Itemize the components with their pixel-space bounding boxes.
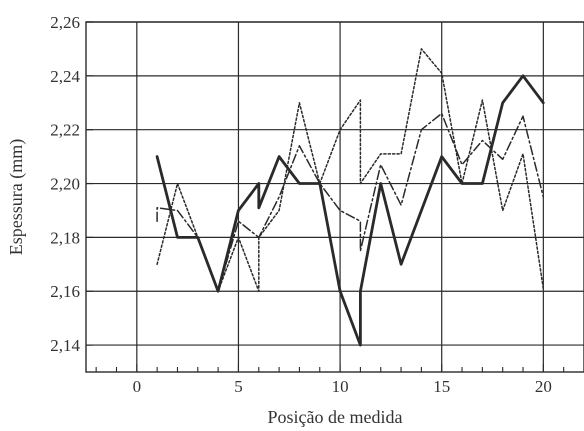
grid xyxy=(86,21,584,372)
x-tick-label: 20 xyxy=(535,377,552,396)
x-axis: 0 5 10 15 20 xyxy=(95,364,565,396)
series-line-dash-dot xyxy=(156,112,545,292)
y-axis-title: Espessura (mm) xyxy=(6,139,27,255)
y-tick-label: 2,24 xyxy=(50,67,80,86)
x-tick-label: 15 xyxy=(433,377,450,396)
x-tick-label: 5 xyxy=(234,377,243,396)
y-axis: 2,14 2,16 2,18 2,20 2,22 2,24 2,26 xyxy=(50,13,93,355)
series-line-dotted xyxy=(156,48,545,292)
series-lines xyxy=(155,48,545,347)
y-tick-label: 2,18 xyxy=(50,228,80,247)
y-tick-label: 2,14 xyxy=(50,336,80,355)
series-line-solid xyxy=(155,74,545,347)
y-tick-label: 2,20 xyxy=(50,175,80,194)
y-tick-label: 2,16 xyxy=(50,282,80,301)
x-tick-label: 10 xyxy=(332,377,349,396)
x-tick-label: 0 xyxy=(133,377,142,396)
y-tick-label: 2,22 xyxy=(50,121,80,140)
plot-frame xyxy=(85,21,584,373)
x-axis-title: Posição de medida xyxy=(268,407,403,427)
y-tick-label: 2,26 xyxy=(50,13,80,32)
